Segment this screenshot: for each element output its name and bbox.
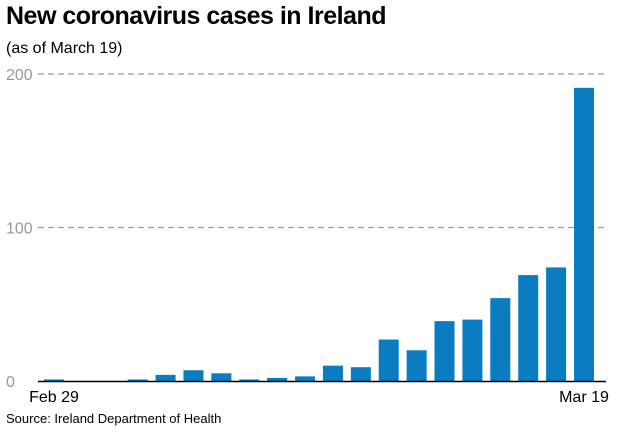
bar <box>127 379 148 381</box>
bar <box>239 379 260 381</box>
bar <box>44 379 64 381</box>
bar <box>295 376 316 381</box>
x-tick-label: Feb 29 <box>29 389 79 406</box>
bar <box>183 370 204 381</box>
bar <box>490 298 511 381</box>
y-tick-labels: 0 100 200 <box>6 67 33 391</box>
bar <box>462 319 483 381</box>
bar <box>211 373 232 381</box>
y-tick-label: 100 <box>6 221 33 238</box>
x-tick-label: Mar 19 <box>559 389 609 406</box>
x-tick-labels: Feb 29 Mar 19 <box>29 389 609 406</box>
bar <box>518 275 539 381</box>
bar <box>574 87 594 381</box>
bar <box>267 377 288 381</box>
bar <box>434 321 455 381</box>
bars <box>44 87 594 381</box>
y-tick-label: 200 <box>6 67 33 84</box>
bar <box>378 339 399 381</box>
bar <box>546 267 567 381</box>
y-tick-label: 0 <box>6 374 15 391</box>
gridlines <box>38 73 606 229</box>
bar <box>155 374 176 381</box>
bar <box>350 367 371 381</box>
bar <box>322 365 343 381</box>
bar <box>406 350 427 381</box>
source-note: Source: Ireland Department of Health <box>6 411 222 426</box>
chart-subtitle: (as of March 19) <box>6 40 123 57</box>
chart-title: New coronavirus cases in Ireland <box>6 2 387 30</box>
